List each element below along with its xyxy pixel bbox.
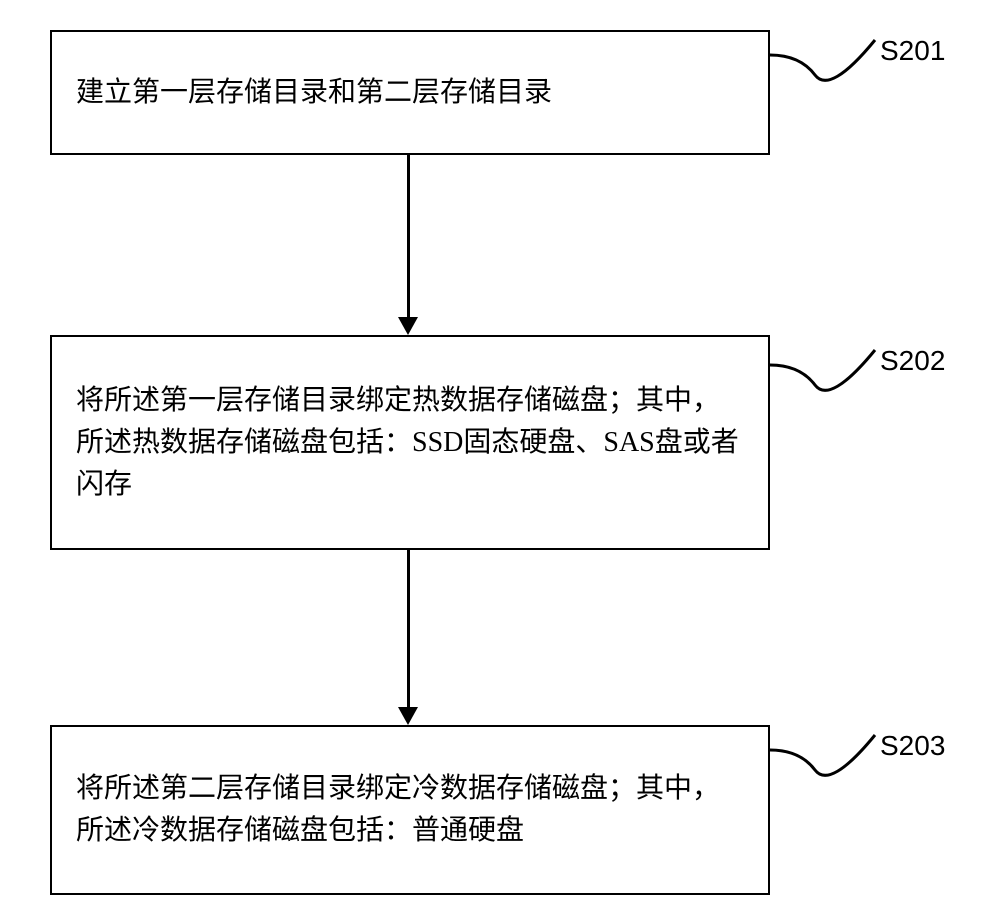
flowchart-step-s201: 建立第一层存储目录和第二层存储目录 [50,30,770,155]
label-connector-curve [770,30,880,105]
step-text: 将所述第二层存储目录绑定冷数据存储磁盘；其中，所述冷数据存储磁盘包括：普通硬盘 [76,768,744,852]
label-connector-curve [770,725,880,800]
step-text: 将所述第一层存储目录绑定热数据存储磁盘；其中，所述热数据存储磁盘包括：SSD固态… [76,380,744,506]
label-connector-curve [770,340,880,415]
arrow-head-2 [398,707,418,725]
arrow-line-2 [407,550,410,707]
step-label-s201: S201 [880,35,945,67]
flowchart-container: 建立第一层存储目录和第二层存储目录 S201 将所述第一层存储目录绑定热数据存储… [0,0,1000,922]
step-label-s203: S203 [880,730,945,762]
step-label-s202: S202 [880,345,945,377]
flowchart-step-s202: 将所述第一层存储目录绑定热数据存储磁盘；其中，所述热数据存储磁盘包括：SSD固态… [50,335,770,550]
arrow-line-1 [407,155,410,317]
flowchart-step-s203: 将所述第二层存储目录绑定冷数据存储磁盘；其中，所述冷数据存储磁盘包括：普通硬盘 [50,725,770,895]
step-text: 建立第一层存储目录和第二层存储目录 [76,72,552,114]
arrow-head-1 [398,317,418,335]
